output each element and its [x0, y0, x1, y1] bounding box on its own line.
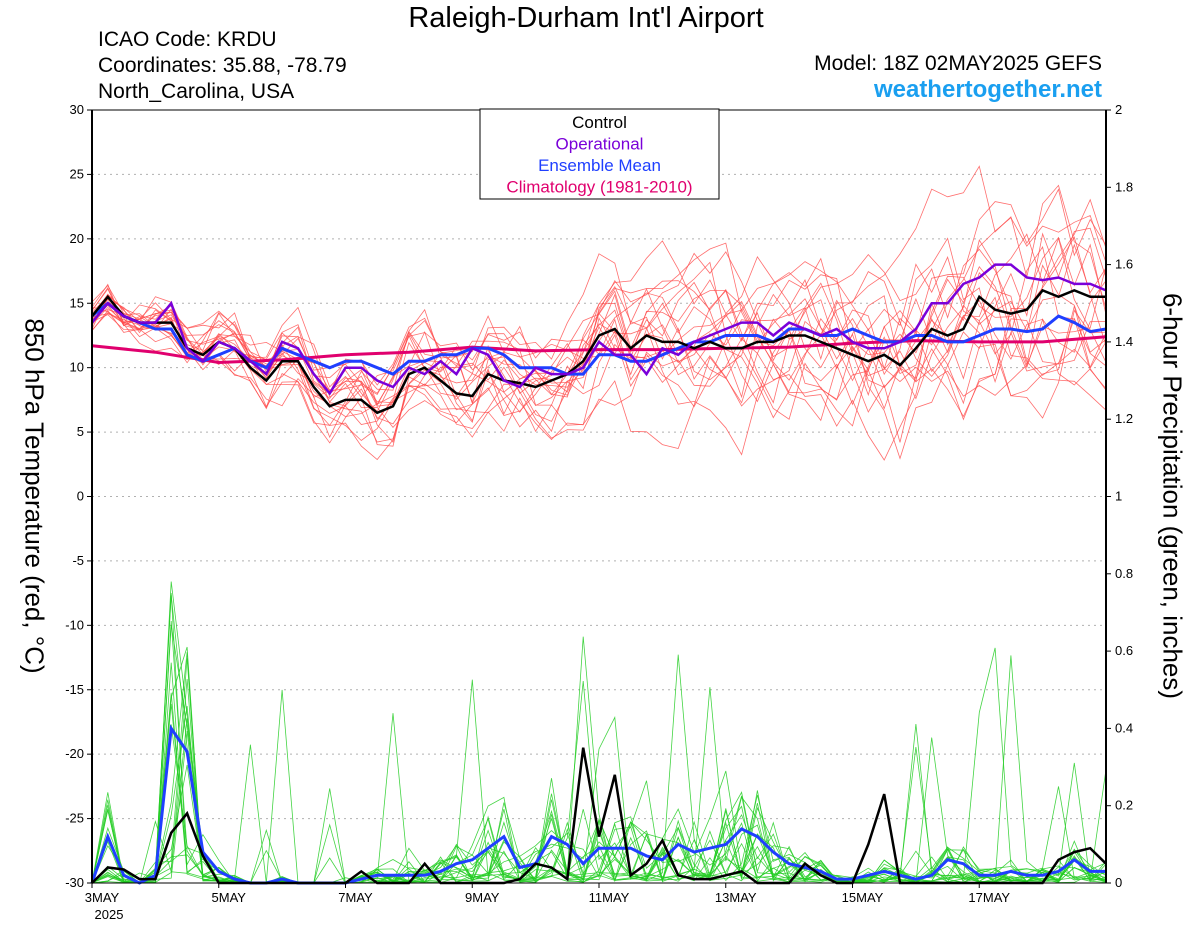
right-tick-label: 1.8 — [1115, 179, 1133, 194]
climatology-line — [91, 335, 1107, 365]
chart-title: Raleigh-Durham Int'l Airport — [408, 2, 764, 34]
x-tick-label: 3MAY — [85, 890, 120, 905]
left-tick-label: 30 — [70, 102, 84, 117]
left-tick-label: 25 — [70, 166, 84, 181]
temp-member-line — [91, 188, 1107, 419]
temp-control-line — [91, 288, 1106, 415]
legend: Control Operational Ensemble Mean Climatolo… — [479, 108, 720, 200]
precip-member-line — [91, 595, 1107, 884]
precip-member-line — [91, 581, 1107, 884]
temp-member-line — [91, 198, 1107, 439]
temp-member-line — [91, 227, 1107, 460]
plot-frame — [91, 109, 1107, 884]
right-tick-label: 1.4 — [1115, 334, 1133, 349]
website-link[interactable]: weathertogether.net — [873, 76, 1102, 103]
left-tick-label: 15 — [70, 295, 84, 310]
icao-code: ICAO Code: KRDU — [98, 28, 277, 51]
legend-box — [479, 108, 720, 200]
left-tick-label: -25 — [65, 811, 84, 826]
x-tick-label: 11MAY — [589, 890, 630, 905]
legend-operational: Operational — [556, 135, 644, 154]
x-tick-label: 9MAY — [465, 890, 500, 905]
right-tick-label: 0 — [1115, 875, 1122, 890]
right-tick-label: 0.4 — [1115, 720, 1133, 735]
precip-member-line — [91, 678, 1107, 884]
left-tick-label: -15 — [65, 682, 84, 697]
legend-control: Control — [572, 113, 627, 132]
x-tick-label: 7MAY — [338, 890, 373, 905]
coordinates: Coordinates: 35.88, -78.79 — [98, 54, 347, 77]
left-tick-label: -10 — [65, 617, 84, 632]
left-tick-label: -5 — [72, 553, 84, 568]
right-tick-label: 1.2 — [1115, 411, 1133, 426]
left-tick-label: 5 — [77, 424, 84, 439]
location: North_Carolina, USA — [98, 80, 295, 103]
x-year-label: 2025 — [95, 907, 124, 922]
temp-member-line — [91, 240, 1107, 422]
left-tick-label: -20 — [65, 746, 84, 761]
temp-member-line — [91, 236, 1107, 421]
right-tick-label: 0.2 — [1115, 798, 1133, 813]
legend-climatology: Climatology (1981-2010) — [506, 178, 692, 197]
left-tick-label: -30 — [65, 875, 84, 890]
right-tick-label: 0.6 — [1115, 643, 1133, 658]
x-tick-label: 17MAY — [968, 890, 1010, 905]
legend-ensemble-mean: Ensemble Mean — [538, 156, 661, 175]
right-tick-label: 0.8 — [1115, 566, 1133, 581]
precip-member-line — [91, 689, 1107, 884]
precip-member-line — [91, 679, 1107, 884]
temp-operational-line — [91, 263, 1107, 396]
model-run: Model: 18Z 02MAY2025 GEFS — [814, 52, 1102, 75]
left-tick-label: 10 — [70, 360, 84, 375]
left-tick-label: 20 — [70, 231, 84, 246]
precip-member-line — [91, 625, 1107, 884]
right-tick-label: 2 — [1115, 102, 1122, 117]
x-tick-label: 5MAY — [212, 890, 247, 905]
right-tick-label: 1 — [1115, 489, 1122, 504]
precip-member-line — [91, 593, 1107, 884]
left-tick-label: 0 — [77, 489, 84, 504]
temp-member-line — [91, 233, 1107, 447]
right-tick-label: 1.6 — [1115, 257, 1133, 272]
x-tick-label: 15MAY — [842, 890, 884, 905]
x-tick-label: 13MAY — [715, 890, 757, 905]
temp-ensemble-mean-line — [91, 301, 1107, 376]
temp-member-line — [91, 236, 1107, 456]
temp-member-line — [91, 237, 1107, 441]
temp-member-line — [91, 239, 1107, 413]
